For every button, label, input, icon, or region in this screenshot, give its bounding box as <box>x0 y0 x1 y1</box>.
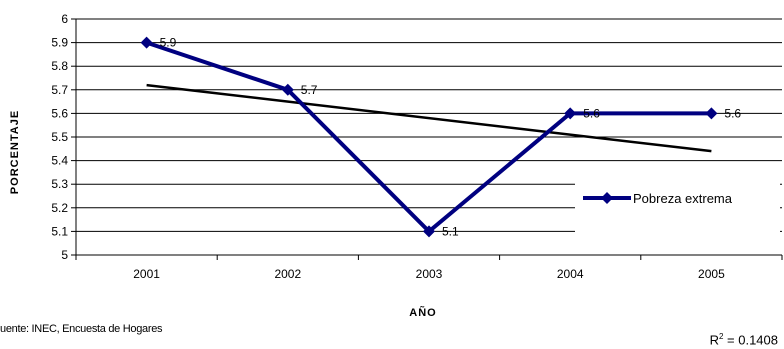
x-tick-label-2004: 2004 <box>557 267 584 281</box>
x-tick-label-2003: 2003 <box>416 267 443 281</box>
legend: Pobreza extrema <box>575 183 780 233</box>
axes <box>75 19 783 260</box>
x-tick-label-2001: 2001 <box>133 267 160 281</box>
x-tick-labels: 2001 2002 2003 2004 2005 <box>133 267 725 281</box>
data-label-2003: 5.1 <box>442 224 459 238</box>
trendline <box>146 83 712 153</box>
data-label-2005: 5.6 <box>724 106 741 120</box>
source-note: uente: INEC, Encuesta de Hogares <box>0 323 163 335</box>
data-point-2003 <box>423 225 435 238</box>
data-label-2002: 5.7 <box>301 83 318 97</box>
x-tick-label-2002: 2002 <box>274 267 301 281</box>
y-tick-label-3: 5.3 <box>51 177 68 191</box>
legend-label: Pobreza extrema <box>633 191 733 206</box>
data-point-2001 <box>140 36 153 49</box>
y-tick-label-7: 5.7 <box>51 83 68 97</box>
data-point-2002 <box>281 83 294 96</box>
legend-marker <box>601 192 613 204</box>
data-point-2005 <box>705 107 718 120</box>
series-group <box>140 36 718 238</box>
y-axis-title: PORCENTAJE <box>9 110 21 194</box>
y-tick-labels: 5 5.1 5.2 5.3 5.4 5.5 5.6 5.7 5.8 5.9 6 <box>51 12 68 262</box>
y-tick-label-6: 5.6 <box>51 106 68 120</box>
y-tick-label-9: 5.9 <box>51 36 68 50</box>
data-label-2001: 5.9 <box>160 36 177 50</box>
y-tick-label-4: 5.4 <box>51 154 68 168</box>
trendline-group <box>146 83 712 153</box>
x-axis-title: AÑO <box>409 306 436 319</box>
data-point-2004 <box>564 107 577 120</box>
y-tick-label-0: 5 <box>61 248 68 262</box>
y-tick-label-2: 5.2 <box>51 201 68 215</box>
y-tick-label-8: 5.8 <box>51 59 68 73</box>
data-labels: 5.9 5.7 5.1 5.6 5.6 <box>160 36 742 239</box>
y-tick-label-5: 5.5 <box>51 130 68 144</box>
x-tick-label-2005: 2005 <box>698 267 725 281</box>
y-tick-label-10: 6 <box>61 12 68 26</box>
data-label-2004: 5.6 <box>583 106 600 120</box>
legend-box <box>575 183 780 233</box>
y-tick-label-1: 5.1 <box>51 224 68 238</box>
r-squared-label: R2 = 0.1408 <box>709 332 778 348</box>
